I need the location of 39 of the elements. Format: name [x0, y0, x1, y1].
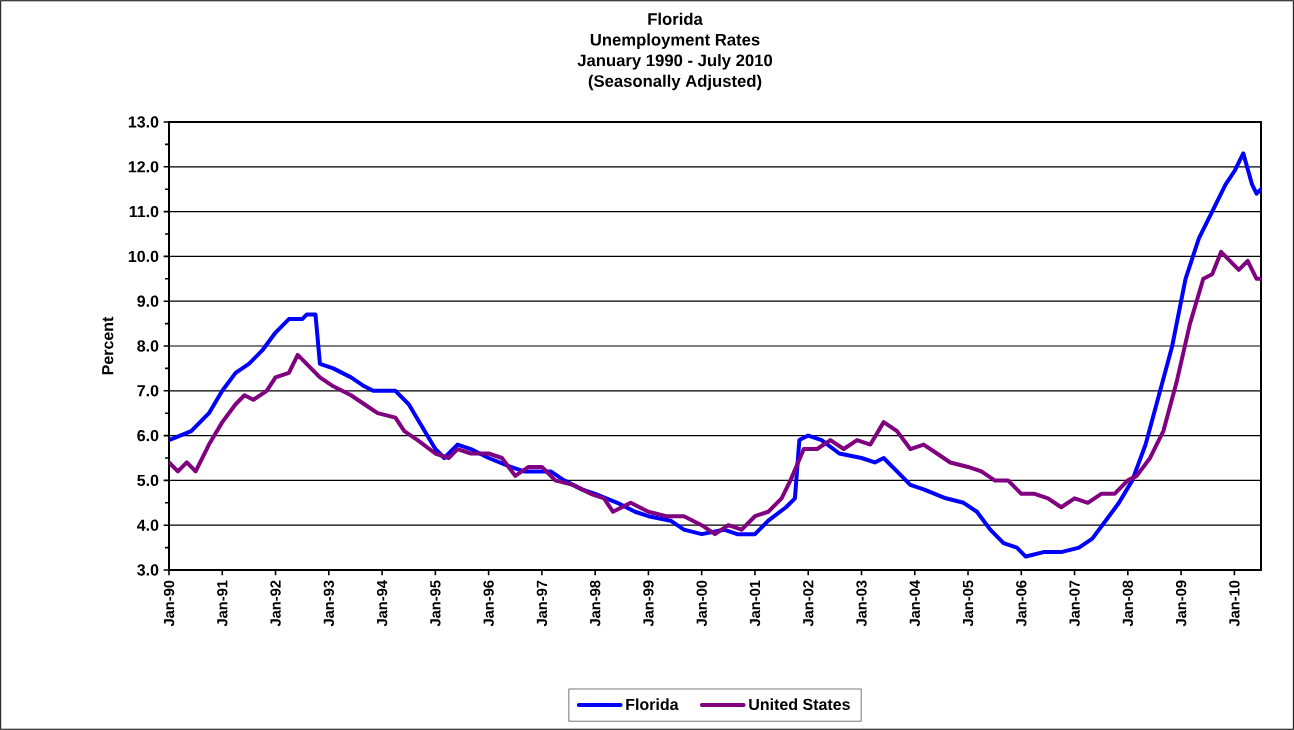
x-tick-label: Jan-96 — [483, 580, 494, 627]
x-tick-label: Jan-93 — [323, 580, 335, 627]
y-axis-title: Percent — [102, 316, 114, 375]
x-tick-label: Jan-98 — [589, 580, 601, 627]
x-tick-label: Jan-03 — [856, 580, 867, 627]
x-tick-label: Jan-92 — [270, 580, 281, 627]
x-tick-label: Jan-01 — [749, 580, 761, 627]
x-tick-label: Jan-02 — [803, 580, 814, 627]
x-tick-label: Jan-05 — [962, 580, 974, 627]
x-tick-label: Jan-99 — [643, 580, 654, 627]
x-tick-label: Jan-91 — [217, 580, 228, 627]
y-tick-label: 13.0 — [128, 116, 159, 128]
legend-label: Florida — [626, 698, 679, 711]
legend-label: United States — [749, 698, 850, 711]
y-tick-label: 10.0 — [128, 250, 159, 263]
x-tick-label: Jan-04 — [909, 580, 920, 627]
x-tick-label: Jan-90 — [163, 580, 175, 627]
x-tick-label: Jan-97 — [536, 580, 548, 627]
x-tick-label: Jan-07 — [1069, 580, 1080, 627]
text: January 1990 - July 2010 — [577, 54, 773, 70]
x-tick-label: Jan-00 — [696, 580, 707, 627]
text: (Seasonally Adjusted) — [588, 74, 762, 91]
y-tick-label: 3.0 — [137, 564, 159, 576]
y-tick-label: 12.0 — [128, 161, 159, 173]
x-tick-label: Jan-09 — [1175, 580, 1187, 627]
x-tick-label: Jan-10 — [1229, 580, 1240, 627]
y-tick-label: 8.0 — [137, 340, 159, 352]
chart-subtitle: Unemployment Rates — [590, 33, 760, 49]
chart-title: Florida — [648, 12, 703, 25]
x-tick-label: Jan-06 — [1016, 580, 1027, 627]
x-tick-label: Jan-95 — [430, 580, 441, 627]
y-tick-label: 5.0 — [137, 474, 159, 487]
y-tick-label: 11.0 — [129, 205, 159, 218]
y-tick-label: 9.0 — [137, 295, 159, 307]
x-tick-label: Jan-08 — [1122, 580, 1134, 627]
y-tick-label: 6.0 — [137, 429, 159, 442]
x-tick-label: Jan-94 — [376, 580, 388, 627]
y-tick-label: 4.0 — [136, 519, 159, 531]
y-tick-label: 7.0 — [137, 385, 159, 397]
